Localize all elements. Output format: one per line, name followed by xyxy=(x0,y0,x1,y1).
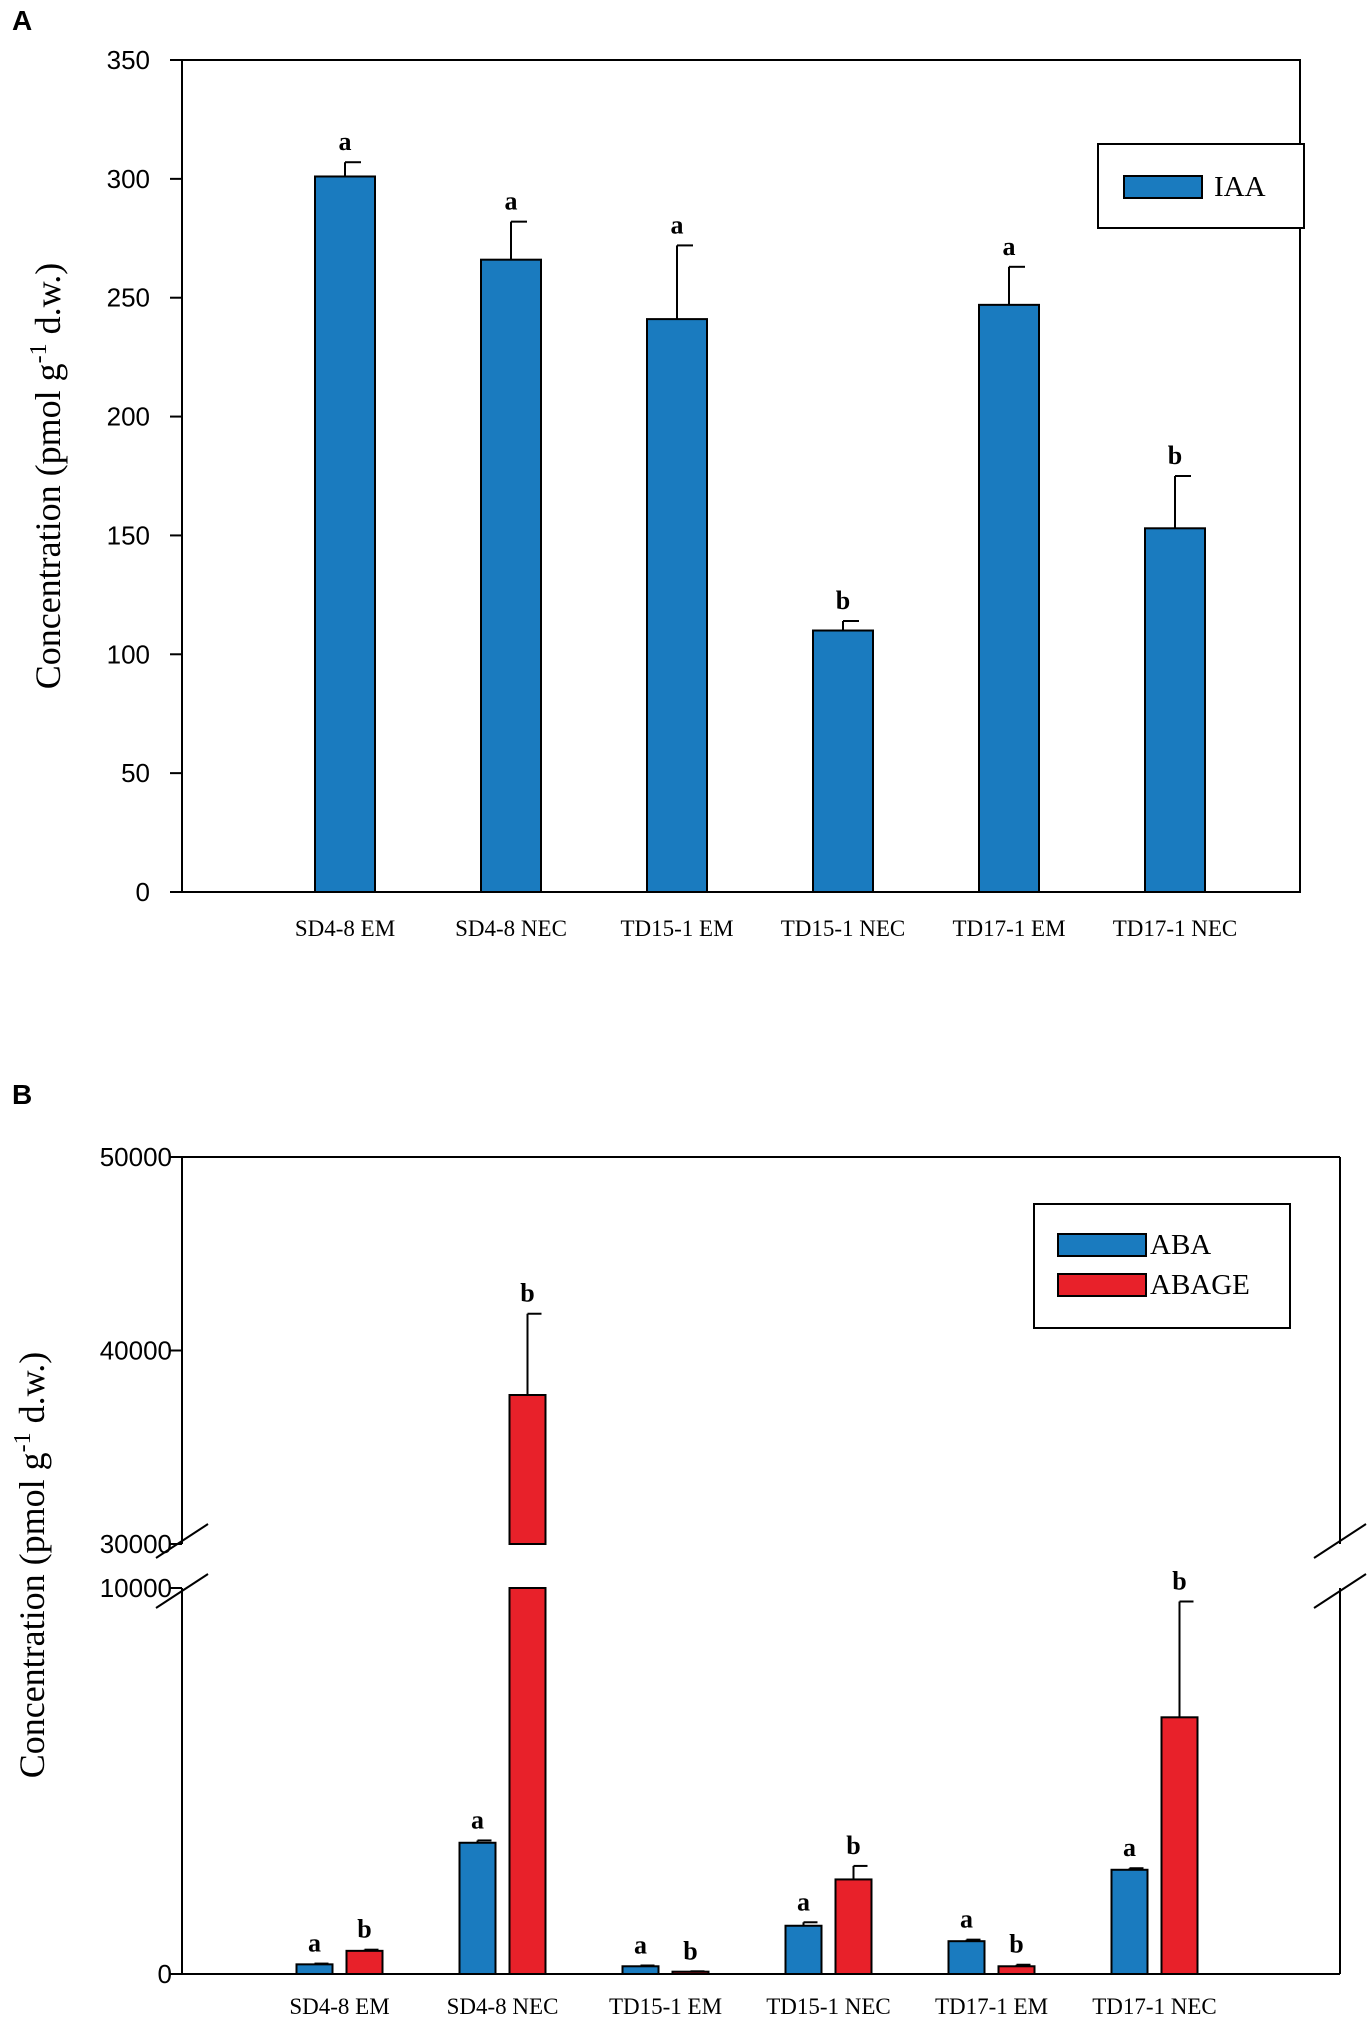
bar-abage xyxy=(671,1970,710,1975)
x-tick-label: TD15-1 NEC xyxy=(766,1994,891,2019)
y-axis-label: Concentration (pmol g-1 d.w.) xyxy=(26,263,68,690)
significance-label: a xyxy=(960,1905,973,1934)
y-axis-label-main: Concentration (pmol g xyxy=(28,363,68,689)
plot-frame-a xyxy=(181,59,1301,893)
significance-label: a xyxy=(634,1931,647,1960)
significance-label: b xyxy=(846,1831,860,1860)
significance-label: b xyxy=(357,1915,371,1944)
y-axis-label-tail: d.w.) xyxy=(12,1352,52,1433)
bar-aba xyxy=(458,1841,497,1976)
legend-swatch-aba xyxy=(1057,1233,1147,1257)
significance-label: a xyxy=(308,1929,321,1958)
significance-label: b xyxy=(520,1279,534,1308)
bar-aba xyxy=(1110,1868,1149,1976)
x-tick-label: TD15-1 EM xyxy=(620,916,733,941)
bar-abage-upper xyxy=(508,1394,547,1545)
bar-abage xyxy=(1160,1716,1199,1976)
y-tick-label: 200 xyxy=(107,402,150,432)
significance-label: b xyxy=(1009,1930,1023,1959)
legend-swatch-abage xyxy=(1057,1273,1147,1297)
y-tick-label: 10000 xyxy=(100,1573,172,1603)
axis-break-mark xyxy=(1313,1573,1367,1609)
y-axis-label-main: Concentration (pmol g xyxy=(12,1452,52,1778)
x-tick-label: TD17-1 EM xyxy=(952,916,1065,941)
bar-abage-lower xyxy=(508,1587,547,1975)
x-tick-label: SD4-8 EM xyxy=(289,1994,389,2019)
x-tick-label: TD17-1 EM xyxy=(935,1994,1048,2019)
y-tick-label: 250 xyxy=(107,283,150,313)
panel-label-b: B xyxy=(12,1079,32,1110)
legend-box-b xyxy=(1033,1203,1291,1329)
bar-aba xyxy=(621,1965,660,1976)
significance-label: a xyxy=(797,1887,810,1916)
bar-iaa xyxy=(812,629,874,893)
y-axis-label-superscript: -1 xyxy=(10,1432,36,1452)
legend-label-iaa: IAA xyxy=(1214,171,1266,203)
significance-label: a xyxy=(471,1805,484,1834)
bar-iaa xyxy=(978,303,1040,893)
x-tick-label: SD4-8 NEC xyxy=(447,1994,559,2019)
y-tick-label: 150 xyxy=(107,520,150,550)
y-tick-label: 0 xyxy=(136,877,150,907)
bar-aba xyxy=(784,1924,823,1975)
x-tick-label: TD17-1 NEC xyxy=(1092,1994,1217,2019)
significance-label: b xyxy=(1172,1567,1186,1596)
x-tick-label: SD4-8 NEC xyxy=(455,916,567,941)
y-tick-label: 0 xyxy=(158,1959,172,1989)
y-tick-label: 30000 xyxy=(100,1529,172,1559)
y-axis-label-tail: d.w.) xyxy=(28,263,68,344)
significance-label: b xyxy=(683,1936,697,1965)
y-axis-label-superscript: -1 xyxy=(26,343,52,363)
bar-abage xyxy=(345,1949,384,1975)
y-tick-label: 300 xyxy=(107,164,150,194)
bar-iaa xyxy=(314,175,376,894)
bar-aba xyxy=(947,1940,986,1975)
y-tick-label: 40000 xyxy=(100,1336,172,1366)
significance-label: a xyxy=(1123,1833,1136,1862)
x-tick-label: TD17-1 NEC xyxy=(1113,916,1238,941)
axis-break-mark xyxy=(1313,1523,1367,1559)
significance-label: b xyxy=(1168,441,1182,470)
y-tick-label: 350 xyxy=(107,45,150,75)
x-tick-label: TD15-1 EM xyxy=(609,1994,722,2019)
legend-swatch-iaa xyxy=(1123,175,1203,199)
bar-iaa xyxy=(646,318,708,893)
x-tick-label: SD4-8 EM xyxy=(295,916,395,941)
significance-label: a xyxy=(1003,232,1016,261)
significance-label: a xyxy=(671,210,684,239)
bar-abage xyxy=(997,1965,1036,1976)
y-tick-label: 50 xyxy=(121,758,150,788)
bar-iaa xyxy=(480,258,542,893)
panel-label-a: A xyxy=(12,5,32,36)
x-tick-label: TD15-1 NEC xyxy=(781,916,906,941)
bar-iaa xyxy=(1144,527,1206,893)
legend-label-abage: ABAGE xyxy=(1150,1269,1250,1301)
significance-label: a xyxy=(505,187,518,216)
legend-label-aba: ABA xyxy=(1150,1229,1211,1261)
y-axis-label: Concentration (pmol g-1 d.w.) xyxy=(10,1352,52,1779)
y-tick-label: 50000 xyxy=(100,1142,172,1172)
bar-abage xyxy=(834,1878,873,1976)
y-tick-label: 100 xyxy=(107,639,150,669)
axis-break-mark xyxy=(155,1523,209,1559)
significance-label: b xyxy=(836,586,850,615)
axis-break-mark xyxy=(155,1573,209,1609)
significance-label: a xyxy=(339,127,352,156)
bar-aba xyxy=(295,1963,334,1975)
